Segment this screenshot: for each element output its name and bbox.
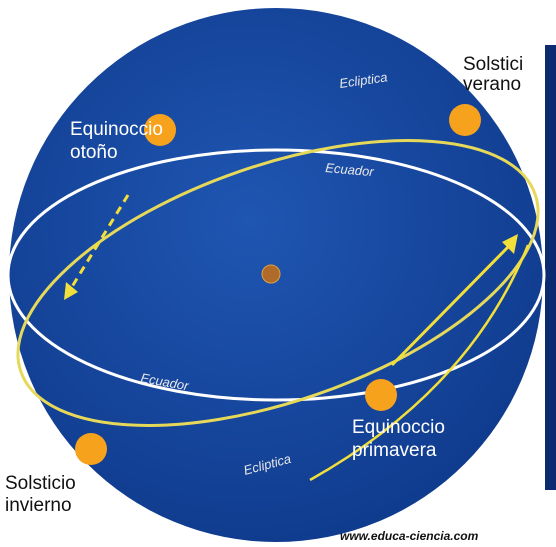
label: Solsticio [5, 473, 76, 494]
sun-summer [449, 104, 481, 136]
label: otoño [70, 142, 118, 163]
watermark: www.educa-ciencia.com [340, 529, 479, 543]
celestial-sphere-diagram: Solstici verano Equinoccio otoño Equinoc… [0, 0, 556, 547]
label: primavera [352, 440, 437, 461]
label: Solstici [463, 54, 523, 75]
label: verano [463, 74, 521, 95]
label: Equinoccio [70, 119, 163, 140]
sun-winter [75, 433, 107, 465]
label: invierno [5, 495, 72, 516]
label: Equinoccio [352, 417, 445, 438]
earth [262, 265, 280, 283]
side-bar [545, 45, 556, 490]
sun-spring [365, 379, 397, 411]
